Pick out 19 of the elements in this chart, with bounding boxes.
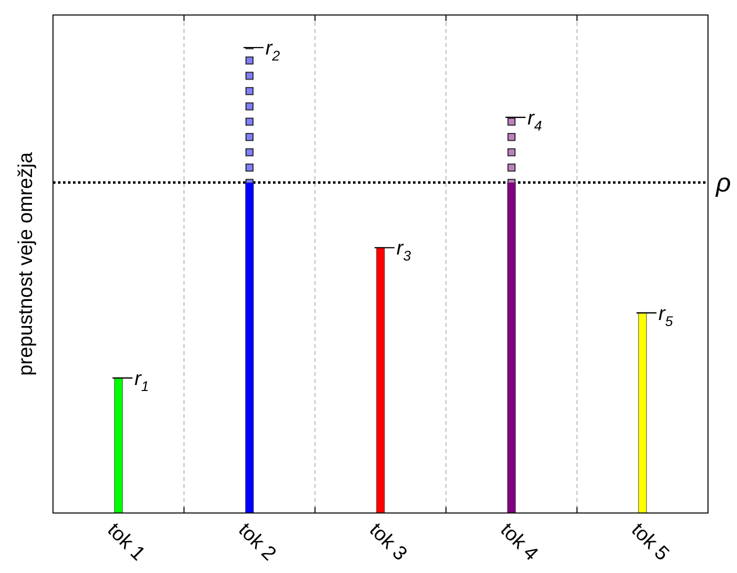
bar bbox=[638, 312, 647, 514]
x-tick-label: tok 3 bbox=[364, 518, 412, 566]
bar bbox=[245, 182, 254, 514]
annotation: r$_{4}$ bbox=[528, 107, 542, 133]
ref-line-label: ρ bbox=[715, 168, 731, 198]
annotation: r$_{5}$ bbox=[658, 302, 674, 328]
x-tick-label: tok 2 bbox=[234, 518, 280, 566]
bar bbox=[376, 247, 385, 514]
bar bbox=[114, 378, 123, 514]
x-tick-label: tok 5 bbox=[626, 518, 674, 566]
x-tick-label: tok 1 bbox=[102, 518, 150, 566]
bar bbox=[507, 182, 516, 514]
y-axis-title: prepustnost veje omrežja bbox=[15, 151, 37, 376]
annotation: r$_{1}$ bbox=[134, 368, 149, 394]
bar bbox=[246, 48, 254, 183]
bar bbox=[508, 117, 516, 183]
x-tick-label: tok 4 bbox=[496, 518, 542, 566]
annotation: r$_{3}$ bbox=[396, 238, 412, 264]
annotation: r$_{2}$ bbox=[266, 38, 280, 64]
